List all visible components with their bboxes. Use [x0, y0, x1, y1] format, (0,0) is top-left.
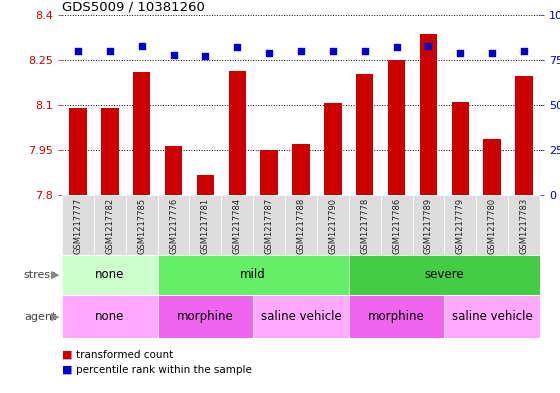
Text: morphine: morphine [177, 310, 234, 323]
Text: GSM1217790: GSM1217790 [328, 198, 337, 254]
Bar [69, 108, 87, 195]
Text: ■: ■ [62, 350, 72, 360]
Point [137, 42, 146, 49]
Point [297, 48, 306, 54]
Text: GDS5009 / 10381260: GDS5009 / 10381260 [62, 1, 205, 14]
Point [456, 50, 465, 56]
Point [392, 44, 401, 51]
Text: mild: mild [240, 268, 266, 281]
Bar [445, 295, 540, 338]
Text: morphine: morphine [368, 310, 425, 323]
Point [105, 48, 114, 54]
Text: saline vehicle: saline vehicle [260, 310, 342, 323]
Bar [62, 295, 157, 338]
Bar [483, 140, 501, 195]
Bar [157, 295, 253, 338]
Text: GSM1217776: GSM1217776 [169, 198, 178, 254]
Bar [253, 195, 285, 255]
Bar [221, 195, 253, 255]
Point [73, 48, 82, 54]
Text: severe: severe [424, 268, 464, 281]
Text: saline vehicle: saline vehicle [452, 310, 533, 323]
Bar [228, 70, 246, 195]
Text: ■: ■ [62, 365, 72, 375]
Bar [292, 144, 310, 195]
Text: GSM1217786: GSM1217786 [392, 198, 401, 254]
Bar [62, 195, 94, 255]
Bar [126, 195, 157, 255]
Text: agent: agent [24, 312, 57, 321]
Text: none: none [95, 268, 124, 281]
Bar [476, 195, 508, 255]
Text: GSM1217781: GSM1217781 [201, 198, 210, 254]
Bar [349, 255, 540, 295]
Bar [445, 195, 476, 255]
Bar [133, 72, 151, 195]
Point [360, 48, 369, 54]
Text: percentile rank within the sample: percentile rank within the sample [76, 365, 252, 375]
Point [488, 50, 497, 56]
Text: stress: stress [24, 270, 57, 280]
Bar [197, 176, 214, 195]
Bar [165, 145, 183, 195]
Bar [285, 195, 317, 255]
Bar [157, 255, 349, 295]
Text: GSM1217785: GSM1217785 [137, 198, 146, 254]
Bar [515, 77, 533, 195]
Bar [324, 103, 342, 195]
Text: GSM1217777: GSM1217777 [73, 198, 82, 254]
Point [233, 44, 242, 51]
Bar [381, 195, 413, 255]
Text: transformed count: transformed count [76, 350, 173, 360]
Bar [62, 255, 157, 295]
Bar [451, 102, 469, 195]
Bar [356, 73, 374, 195]
Bar [419, 35, 437, 195]
Text: GSM1217788: GSM1217788 [296, 198, 306, 254]
Text: none: none [95, 310, 124, 323]
Text: GSM1217787: GSM1217787 [265, 198, 274, 254]
Point [169, 51, 178, 58]
Bar [189, 195, 221, 255]
Text: ▶: ▶ [51, 270, 59, 280]
Bar [260, 150, 278, 195]
Point [520, 48, 529, 54]
Text: GSM1217783: GSM1217783 [520, 198, 529, 254]
Bar [157, 195, 189, 255]
Bar [413, 195, 445, 255]
Text: ▶: ▶ [51, 312, 59, 321]
Bar [253, 295, 349, 338]
Point [424, 42, 433, 49]
Text: GSM1217784: GSM1217784 [233, 198, 242, 254]
Bar [349, 295, 445, 338]
Text: GSM1217778: GSM1217778 [360, 198, 369, 254]
Point [201, 53, 210, 60]
Text: GSM1217782: GSM1217782 [105, 198, 114, 254]
Bar [388, 60, 405, 195]
Bar [317, 195, 349, 255]
Bar [101, 108, 119, 195]
Point [265, 50, 274, 56]
Text: GSM1217780: GSM1217780 [488, 198, 497, 254]
Bar [349, 195, 381, 255]
Point [328, 48, 337, 54]
Text: GSM1217779: GSM1217779 [456, 198, 465, 254]
Bar [94, 195, 126, 255]
Text: GSM1217789: GSM1217789 [424, 198, 433, 254]
Bar [508, 195, 540, 255]
